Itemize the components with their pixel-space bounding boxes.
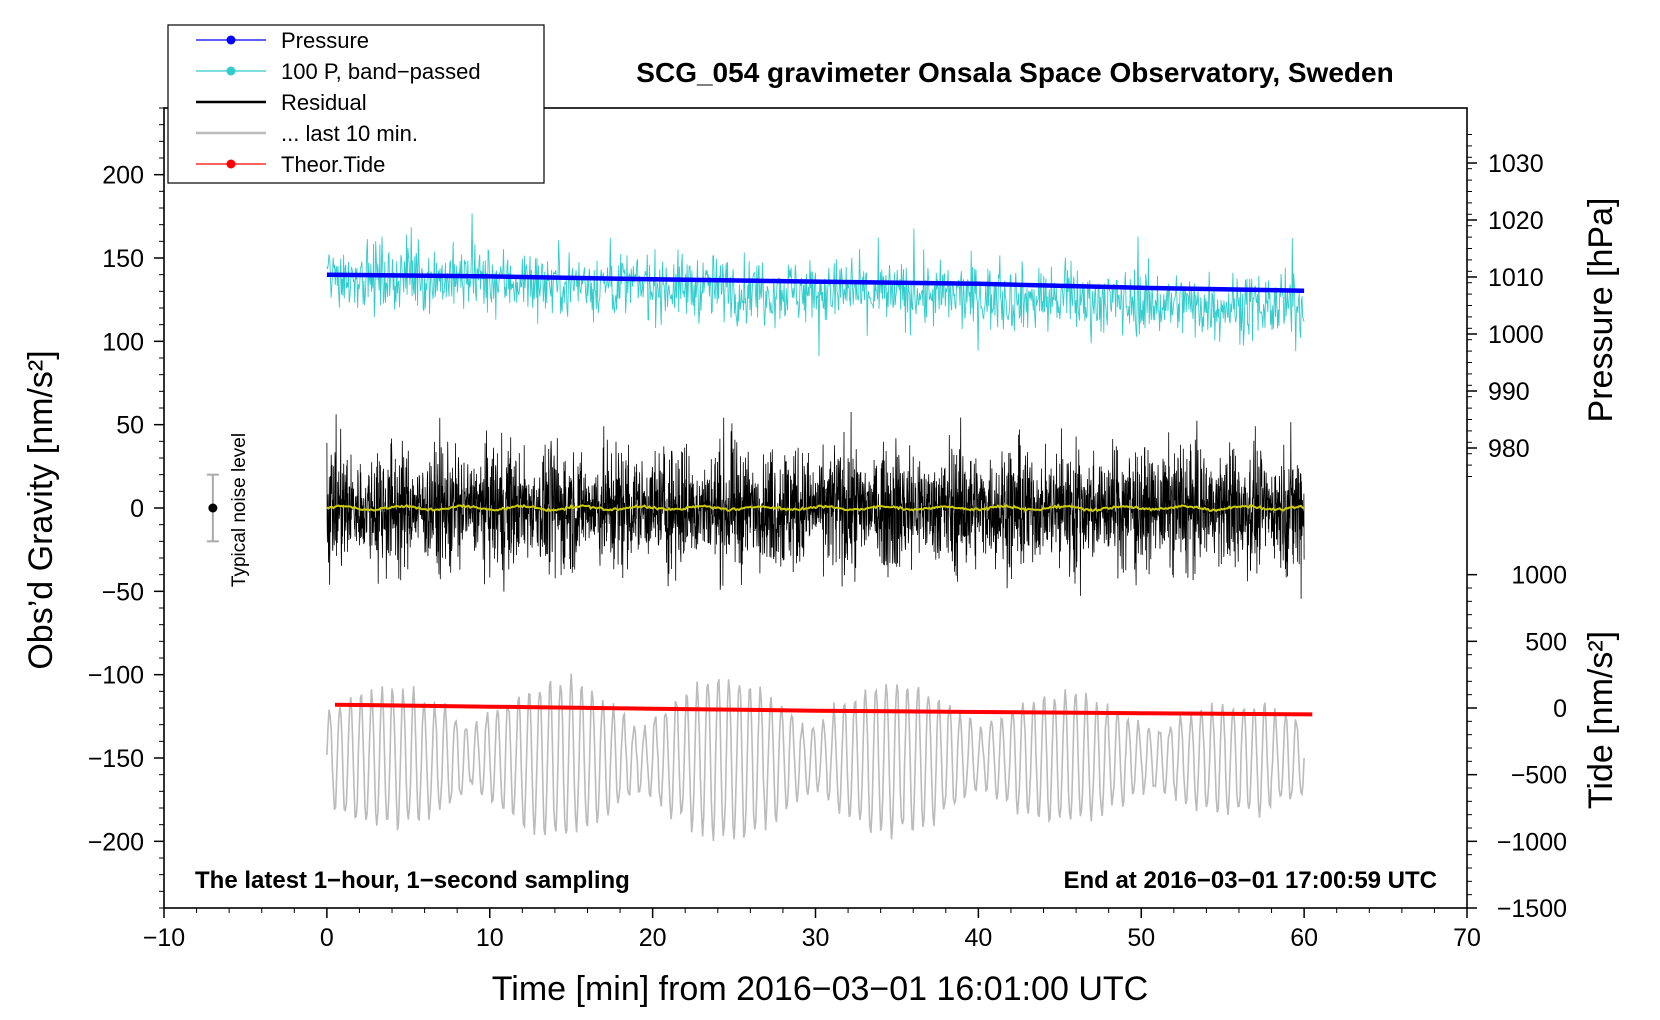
x-tick-label: 0 xyxy=(320,924,334,952)
series-mean-trace xyxy=(326,503,1305,513)
y-tick-label: 50 xyxy=(116,412,144,440)
sampling-note: The latest 1−hour, 1−second sampling xyxy=(195,867,630,894)
legend-marker xyxy=(226,35,236,45)
legend-items: Pressure 100 P, band−passed Residual ... la… xyxy=(196,28,481,177)
x-tick-label: 50 xyxy=(1127,924,1155,952)
chart-title: SCG_054 gravimeter Onsala Space Observat… xyxy=(636,57,1393,88)
y-tick-label: 150 xyxy=(102,245,144,273)
y-tick-label: −200 xyxy=(88,828,144,856)
tide-tick-label: 500 xyxy=(1525,628,1567,656)
x-tick-label: 70 xyxy=(1453,924,1481,952)
legend-label: 100 P, band−passed xyxy=(281,59,481,84)
x-tick-label: 60 xyxy=(1290,924,1318,952)
x-tick-label: −10 xyxy=(143,924,185,952)
noise-level-bar xyxy=(206,473,219,543)
pressure-tick-label: 1010 xyxy=(1488,264,1544,292)
tide-tick-label: −500 xyxy=(1511,762,1567,790)
series-band-passed xyxy=(326,213,1305,357)
end-time-note: End at 2016−03−01 17:00:59 UTC xyxy=(1063,867,1437,894)
y-tick-label: 0 xyxy=(130,495,144,523)
y-tick-label: −50 xyxy=(102,578,144,606)
series-last-10-min xyxy=(326,673,1305,842)
legend-label: ... last 10 min. xyxy=(281,121,418,146)
legend-box xyxy=(167,24,545,184)
y-axis-label-tide: Tide [nm/s²] xyxy=(1582,631,1620,809)
pressure-tick-label: 1020 xyxy=(1488,207,1544,235)
y-axis-label-gravity: Obs’d Gravity [nm/s²] xyxy=(22,350,60,669)
series-theor-tide xyxy=(334,702,1313,717)
tide-tick-label: −1000 xyxy=(1497,828,1567,856)
legend-label: Residual xyxy=(281,90,367,115)
y-tick-label: 200 xyxy=(102,162,144,190)
series-pressure xyxy=(326,272,1305,293)
y-axis-label-pressure: Pressure [hPa] xyxy=(1582,198,1620,423)
tide-tick-label: −1500 xyxy=(1497,895,1567,923)
y-tick-label: 100 xyxy=(102,328,144,356)
tide-tick-label: 0 xyxy=(1553,695,1567,723)
x-tick-label: 40 xyxy=(964,924,992,952)
x-axis-label: Time [min] from 2016−03−01 16:01:00 UTC xyxy=(492,970,1148,1008)
pressure-tick-label: 980 xyxy=(1488,435,1530,463)
legend-marker xyxy=(226,159,236,169)
y-tick-label: −100 xyxy=(88,662,144,690)
pressure-tick-label: 1000 xyxy=(1488,321,1544,349)
axis-ticks: −10 0 10 20 30 40 50 60 70200150100500−50−100−15… xyxy=(88,107,1567,952)
legend: Pressure 100 P, band−passed Residual ... la… xyxy=(167,24,545,184)
data-layer xyxy=(326,213,1313,842)
legend-marker xyxy=(226,66,236,76)
noise-level-label: Typical noise level xyxy=(229,433,250,587)
x-tick-label: 20 xyxy=(639,924,667,952)
pressure-tick-label: 990 xyxy=(1488,378,1530,406)
noise-bar-dot xyxy=(208,503,218,513)
y-tick-label: −150 xyxy=(88,745,144,773)
legend-label: Theor.Tide xyxy=(281,152,385,177)
x-tick-label: 10 xyxy=(476,924,504,952)
legend-label: Pressure xyxy=(281,28,369,53)
tide-tick-label: 1000 xyxy=(1511,562,1567,590)
pressure-tick-label: 1030 xyxy=(1488,150,1544,178)
series-residual xyxy=(326,411,1305,599)
x-tick-label: 30 xyxy=(802,924,830,952)
